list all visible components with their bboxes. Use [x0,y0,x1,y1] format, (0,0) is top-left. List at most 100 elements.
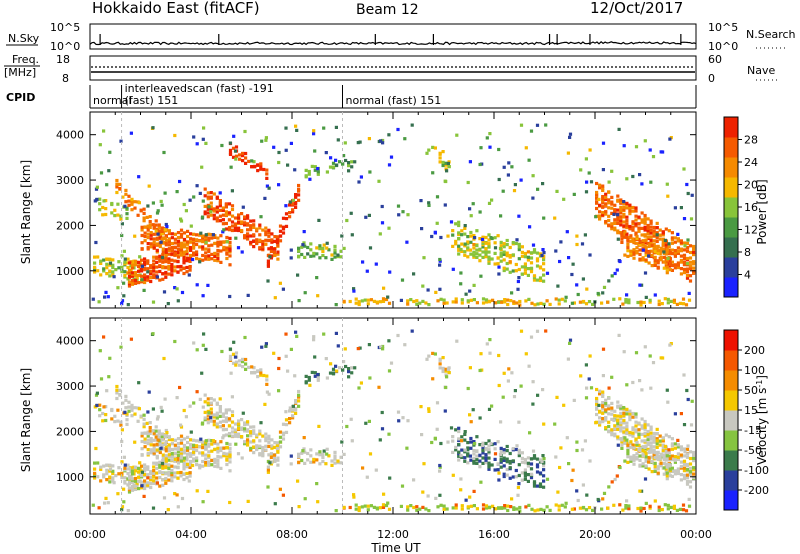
heatmap-cell [98,403,102,407]
heatmap-cell [201,253,205,258]
heatmap-cell [277,389,281,393]
heatmap-cell [228,357,233,361]
heatmap-cell [644,249,648,253]
heatmap-cell [140,264,144,268]
heatmap-cell [357,506,361,510]
heatmap-cell [167,272,171,276]
heatmap-cell [138,461,142,465]
heatmap-cell [164,444,168,448]
heatmap-cell [381,505,386,509]
heatmap-cell [643,477,648,481]
heatmap-cell [347,367,351,371]
heatmap-cell [161,458,165,463]
heatmap-cell [116,286,120,290]
heatmap-cell [173,251,177,255]
heatmap-cell [526,461,530,465]
heatmap-cell [478,459,482,463]
heatmap-cell [481,441,485,445]
heatmap-cell [167,229,171,233]
heatmap-cell [130,274,135,278]
heatmap-cell [143,469,147,473]
heatmap-cell [93,199,97,203]
heatmap-cell [122,487,126,491]
heatmap-cell [204,247,208,251]
heatmap-cell [679,206,683,210]
heatmap-cell [115,391,119,395]
heatmap-cell [530,507,534,511]
heatmap-cell [151,407,155,411]
heatmap-cell [258,246,262,250]
heatmap-cell [164,266,168,270]
velocity-colorbar-label-end: ] [755,375,769,380]
heatmap-cell [206,283,210,287]
heatmap-cell [333,255,337,259]
heatmap-cell [670,238,674,242]
heatmap-cell [559,240,563,244]
heatmap-cell [272,453,276,457]
heatmap-cell [669,505,673,509]
heatmap-cell [127,480,132,484]
heatmap-cell [625,219,629,223]
nsky-tick-top: 10^5 [50,21,80,34]
heatmap-cell [620,446,624,450]
heatmap-cell [170,455,174,459]
heatmap-cell [307,172,311,176]
heatmap-cell [244,151,248,156]
heatmap-cell [170,245,174,250]
heatmap-cell [548,302,552,306]
heatmap-cell [516,279,520,284]
heatmap-cell [584,508,589,512]
heatmap-cell [653,499,657,503]
heatmap-cell [143,239,147,243]
heatmap-cell [638,242,642,246]
heatmap-cell [315,458,319,462]
heatmap-cell [139,414,143,418]
heatmap-cell [160,461,165,466]
heatmap-cell [478,368,482,373]
heatmap-cell [149,269,153,273]
heatmap-cell [535,257,540,261]
heatmap-cell [626,249,630,253]
heatmap-cell [682,459,687,463]
heatmap-cell [635,442,639,446]
heatmap-cell [625,293,629,297]
heatmap-cell [161,456,165,460]
heatmap-cell [259,162,263,166]
heatmap-cell [189,463,193,467]
heatmap-cell [350,371,354,375]
heatmap-cell [631,237,635,241]
heatmap-cell [135,277,139,281]
heatmap-cell [567,462,571,466]
heatmap-cell [665,454,669,458]
heatmap-cell [349,211,353,215]
heatmap-cell [647,467,651,471]
heatmap-cell [541,388,545,392]
heatmap-cell [468,160,472,164]
heatmap-cell [264,344,268,348]
heatmap-cell [673,263,677,267]
heatmap-cell [230,426,235,430]
heatmap-cell [622,215,626,219]
heatmap-cell [535,470,540,474]
heatmap-cell [688,462,693,466]
heatmap-cell [463,242,467,246]
heatmap-cell [272,445,276,449]
heatmap-cell [212,398,216,402]
heatmap-cell [556,490,560,494]
heatmap-cell [475,461,479,465]
heatmap-cell [176,459,180,463]
heatmap-cell [140,453,144,457]
heatmap-cell [155,417,160,421]
heatmap-cell [624,506,628,510]
heatmap-cell [643,219,647,223]
heatmap-cell [313,149,317,153]
heatmap-cell [321,249,325,253]
heatmap-cell [149,451,153,455]
heatmap-cell [143,231,147,235]
heatmap-cell [127,467,132,471]
heatmap-cell [613,432,617,436]
heatmap-cell [224,433,228,437]
heatmap-cell [518,509,522,513]
heatmap-cell [487,201,492,205]
heatmap-cell [198,439,202,443]
